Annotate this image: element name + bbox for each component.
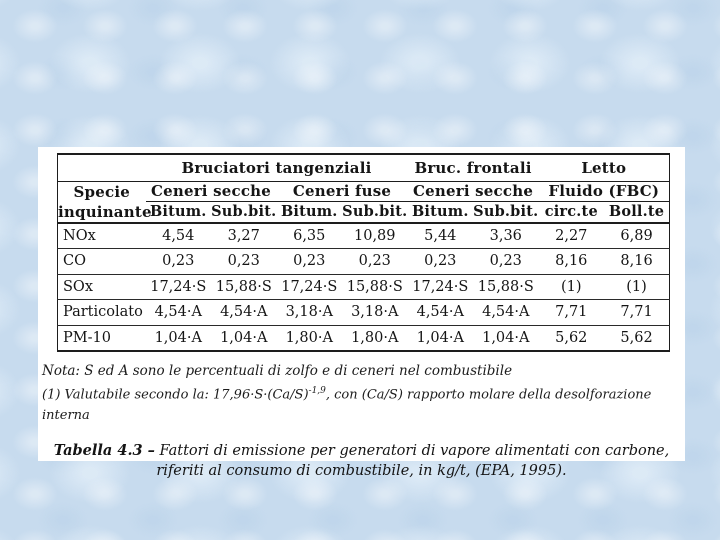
table-cell: 7,71 [604,299,670,326]
table-cell: 15,88·S [342,274,408,300]
table-cell: (1) [538,274,605,300]
caption-label: Tabella 4.3 – [53,441,155,459]
table-cell: 6,89 [604,223,670,249]
subgroup-ceneri-fuse: Ceneri fuse [276,181,408,202]
table-cell: 4,54·A [211,299,277,326]
column-header: Bitum. [407,201,474,224]
column-header: Boll.te [604,201,670,224]
table-cell: 4,54 [145,223,211,249]
subgroup-header-row: Specie inquinante Ceneri secche Ceneri f… [57,181,670,224]
table-cell: 15,88·S [473,274,539,300]
note-sulfur-ash: Nota: S ed A sono le percentuali di zolf… [42,362,513,379]
caption-line1: Tabella 4.3 – Fattori di emissione per g… [38,441,685,461]
table-cell: 1,04·A [482,329,530,346]
table-cell: 0,23 [342,248,408,275]
table-row-pm10: PM-10 1,04·A 1,04·A 1,80·A 1,80·A 1,04·A… [58,325,670,351]
row-label: PM-10 [63,329,111,346]
table-cell: (1) [604,274,670,300]
table-cell: 3,27 [211,223,277,249]
table-cell: 3,18·A [276,299,342,326]
table-cell: 4,54·A [145,299,211,326]
table-cell: 5,62 [620,329,653,346]
column-header-row: Bitum. Sub.bit. Bitum. Sub.bit. Bitum. S… [58,201,670,224]
table-cell: 1,04·A [220,329,268,346]
table-row-co: CO 0,23 0,23 0,23 0,23 0,23 0,23 8,16 8,… [57,248,670,275]
row-label: CO [57,248,146,275]
table-cell: 0,23 [211,248,277,275]
corner-spacer [57,154,146,182]
table-cell: 1,04·A [416,329,464,346]
group-header-row: Bruciatori tangenziali Bruc. frontali Le… [57,154,670,182]
column-header: Sub.bit. [211,201,277,224]
caption-line2: riferiti al consumo di combustibile, in … [156,462,567,479]
table-cell: 0,23 [473,248,539,275]
table-cell: 8,16 [538,248,605,275]
note-formula: (1) Valutabile secondo la: 17,96·S·(Ca/S… [42,381,679,426]
column-header: circ.te [538,201,605,224]
table-cell: 6,35 [276,223,342,249]
table-row-nox: NOx 4,54 3,27 6,35 10,89 5,44 3,36 2,27 … [57,223,670,249]
table-cell: 0,23 [407,248,474,275]
table-cell: 0,23 [145,248,211,275]
table-cell: 10,89 [342,223,408,249]
subgroup-fluido-fbc: Fluido (FBC) [538,181,670,202]
table-cell: 3,36 [473,223,539,249]
table-cell: 1,80·A [285,329,333,346]
table-notes: Nota: S ed A sono le percentuali di zolf… [42,361,679,426]
group-header-letto: Letto [538,154,670,182]
row-label: SOx [57,274,146,300]
note-formula-suffix: , con (Ca/S) rapporto molare della desol… [42,386,652,423]
table-cell: 0,23 [276,248,342,275]
note-formula-exponent: -1,9 [308,385,326,396]
column-header: Bitum. [145,201,211,224]
table-cell: 8,16 [604,248,670,275]
table-cell: 1,04·A [154,329,202,346]
table-cell: 17,24·S [145,274,211,300]
table-cell: 5,44 [407,223,474,249]
subgroup-ceneri-secche-1: Ceneri secche [145,181,277,202]
species-column-header: Specie inquinante [57,181,152,224]
table-cell: 1,80·A [351,329,399,346]
emission-factors-table: Bruciatori tangenziali Bruc. frontali Le… [57,153,671,352]
column-header: Sub.bit. [342,201,408,224]
note-formula-prefix: (1) Valutabile secondo la: 17,96·S·(Ca/S… [42,386,309,402]
row-label: NOx [57,223,146,249]
subgroup-ceneri-secche-2: Ceneri secche [407,181,539,202]
species-header-line1: Specie [73,182,130,201]
table-cell: 2,27 [538,223,605,249]
row-label: Particolato [57,299,146,326]
caption-line1-text: Fattori di emissione per generatori di v… [154,442,670,459]
table-cell: 5,62 [555,329,588,346]
table-cell: 15,88·S [211,274,277,300]
table-cell: 4,54·A [407,299,474,326]
column-header: Bitum. [276,201,342,224]
table-row-particolato: Particolato 4,54·A 4,54·A 3,18·A 3,18·A … [57,299,670,326]
table-caption: Tabella 4.3 – Fattori di emissione per g… [38,441,685,481]
group-header-frontali: Bruc. frontali [407,154,539,182]
column-header: Sub.bit. [473,201,539,224]
species-header-line2: inquinante [58,202,152,221]
table-row-sox: SOx 17,24·S 15,88·S 17,24·S 15,88·S 17,2… [57,274,670,300]
table-cell: 17,24·S [276,274,342,300]
group-header-tangenziali: Bruciatori tangenziali [145,154,408,182]
table-cell: 7,71 [538,299,605,326]
table-cell: 3,18·A [342,299,408,326]
table-cell: 17,24·S [407,274,474,300]
table-cell: 4,54·A [473,299,539,326]
slide-panel: Bruciatori tangenziali Bruc. frontali Le… [38,147,685,479]
